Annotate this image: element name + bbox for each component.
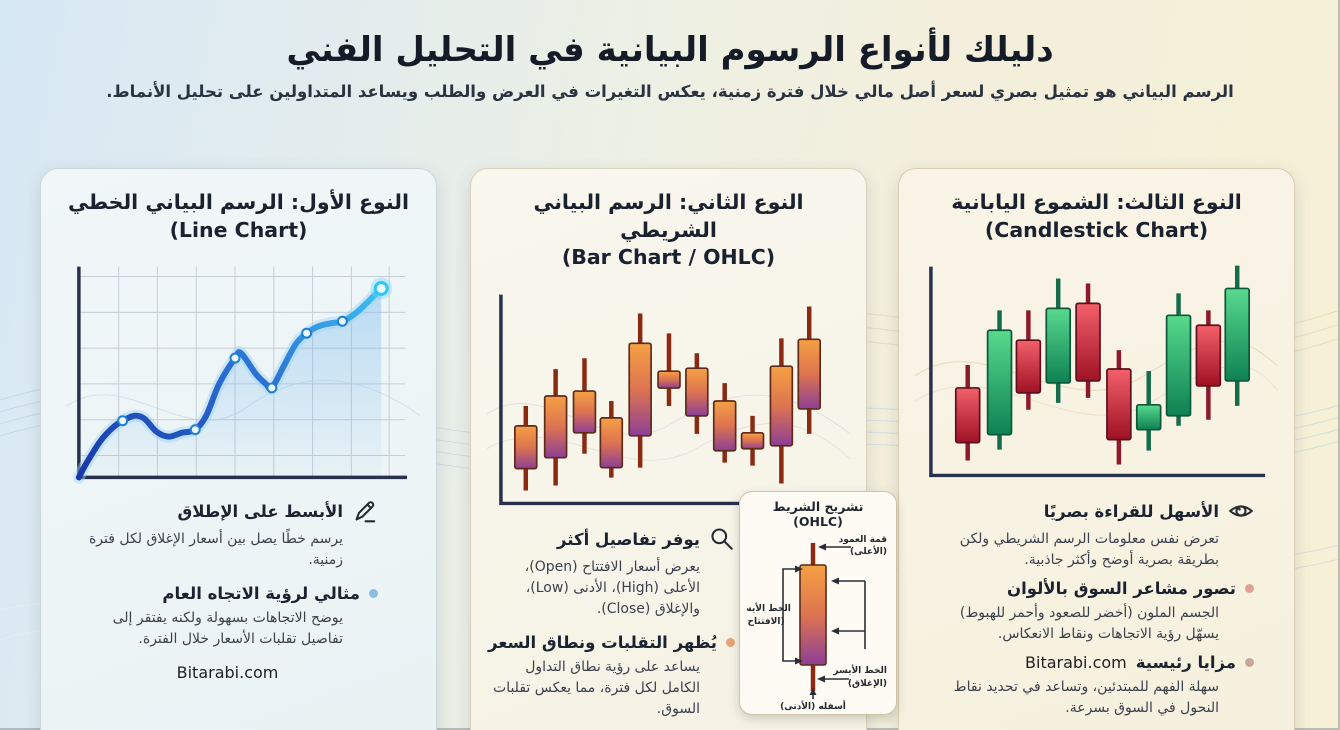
section-sentiment: تصور مشاعر السوق بالألوان الجسم الملون (… — [929, 579, 1254, 645]
card-line-title-ar: النوع الأول: الرسم البياني الخطي — [67, 190, 410, 214]
section-heading: يُظهر التقلبات ونطاق السعر — [487, 633, 717, 653]
section-heading: تصور مشاعر السوق بالألوان — [1007, 579, 1236, 599]
section-readability: الأسهل للقراءة بصريًا تعرض نفس معلومات ا… — [929, 498, 1254, 571]
section-body: يعرض أسعار الافتتاح (Open)، الأعلى (High… — [524, 559, 700, 618]
card-candle-sections: الأسهل للقراءة بصريًا تعرض نفس معلومات ا… — [915, 498, 1278, 719]
svg-text:قمة العمود: قمة العمود — [839, 535, 887, 545]
section-body: يساعد على رؤية نطاق التداول الكامل لكل ف… — [493, 659, 700, 718]
page-subtitle: الرسم البياني هو تمثيل بصري لسعر أصل مال… — [106, 82, 1234, 101]
section-heading: الأبسط على الإطلاق — [177, 501, 343, 521]
section-body: الجسم الملون (أخضر للصعود وأحمر للهبوط) … — [959, 605, 1219, 643]
bullet-dot — [1245, 658, 1254, 668]
svg-text:أسفله (الأدنى): أسفله (الأدنى) — [780, 700, 846, 712]
bullet-dot — [1245, 584, 1254, 594]
line-chart-illustration — [57, 256, 420, 488]
section-heading: مثالي لرؤية الاتجاه العام — [162, 584, 360, 604]
section-body: سهلة الفهم للمبتدئين، وتساعد في تحديد نق… — [953, 679, 1219, 717]
card-candle-title-ar: النوع الثالث: الشموع اليابانية — [951, 190, 1242, 214]
section-body: يرسم خطًا يصل بين أسعار الإغلاق لكل فترة… — [88, 531, 343, 569]
ohlc-anatomy-panel: تشريح الشريط (OHLC) قمة العمود (الأعلى) — [739, 491, 897, 715]
card-ohlc-title-ar: النوع الثاني: الرسم البياني الشريطي — [533, 190, 804, 242]
section-volatility: يُظهر التقلبات ونطاق السعر يساعد على رؤي… — [487, 633, 735, 720]
card-line-title-en: (Line Chart) — [169, 217, 308, 242]
watermark: Bitarabi.com — [176, 663, 279, 683]
magnifier-icon — [709, 526, 735, 552]
section-trend: مثالي لرؤية الاتجاه العام يوضح الاتجاهات… — [77, 584, 378, 650]
ohlc-anatomy-diagram: قمة العمود (الأعلى) الخط الأيسر (الافتتا… — [747, 535, 887, 712]
pencil-icon — [352, 498, 378, 524]
card-ohlc-sections: يوفر تفاصيل أكثر يعرض أسعار الافتتاح (Op… — [487, 526, 749, 720]
bullet-dot — [369, 589, 378, 599]
card-line-title: النوع الأول: الرسم البياني الخطي (Line C… — [57, 189, 420, 244]
svg-text:(الأعلى): (الأعلى) — [850, 545, 887, 557]
header: دليلك لأنواع الرسوم البيانية في التحليل … — [0, 30, 1340, 101]
section-body: تعرض نفس معلومات الرسم الشريطي ولكن بطري… — [959, 531, 1219, 569]
section-advantages: مزايا رئيسية Bitarabi.com سهلة الفهم للم… — [929, 653, 1254, 719]
card-line-chart: النوع الأول: الرسم البياني الخطي (Line C… — [40, 168, 437, 730]
card-ohlc-title-en: (Bar Chart / OHLC) — [561, 245, 776, 270]
watermark: Bitarabi.com — [1025, 653, 1127, 673]
section-details: يوفر تفاصيل أكثر يعرض أسعار الافتتاح (Op… — [487, 526, 735, 620]
card-ohlc-title: النوع الثاني: الرسم البياني الشريطي (Bar… — [487, 189, 850, 272]
bullet-dot — [726, 638, 735, 648]
eye-icon — [1228, 498, 1254, 524]
svg-text:الخط الأيسر: الخط الأيسر — [832, 664, 887, 676]
bar-chart-illustration — [487, 284, 850, 516]
card-candle-title-en: (Candlestick Chart) — [984, 217, 1209, 242]
card-candle-title: النوع الثالث: الشموع اليابانية (Candlest… — [915, 189, 1278, 244]
candlestick-chart-illustration — [915, 256, 1278, 488]
card-bar-ohlc: النوع الثاني: الرسم البياني الشريطي (Bar… — [470, 168, 897, 730]
section-body: يوضح الاتجاهات بسهولة ولكنه يفتقر إلى تف… — [112, 610, 343, 648]
panel-title: تشريح الشريط (OHLC) — [772, 499, 864, 529]
section-heading: مزايا رئيسية — [1135, 653, 1236, 673]
page-title: دليلك لأنواع الرسوم البيانية في التحليل … — [286, 30, 1054, 70]
section-heading: يوفر تفاصيل أكثر — [556, 529, 700, 549]
section-heading: الأسهل للقراءة بصريًا — [1043, 501, 1219, 521]
svg-text:الخط الأيسر: الخط الأيسر — [747, 602, 791, 614]
svg-text:(الافتتاح): (الافتتاح) — [747, 617, 785, 627]
svg-text:(الإغلاق): (الإغلاق) — [848, 679, 887, 689]
card-candlestick: النوع الثالث: الشموع اليابانية (Candlest… — [898, 168, 1295, 730]
card-line-sections: الأبسط على الإطلاق يرسم خطًا يصل بين أسع… — [57, 498, 420, 682]
section-simplest: الأبسط على الإطلاق يرسم خطًا يصل بين أسع… — [77, 498, 378, 571]
